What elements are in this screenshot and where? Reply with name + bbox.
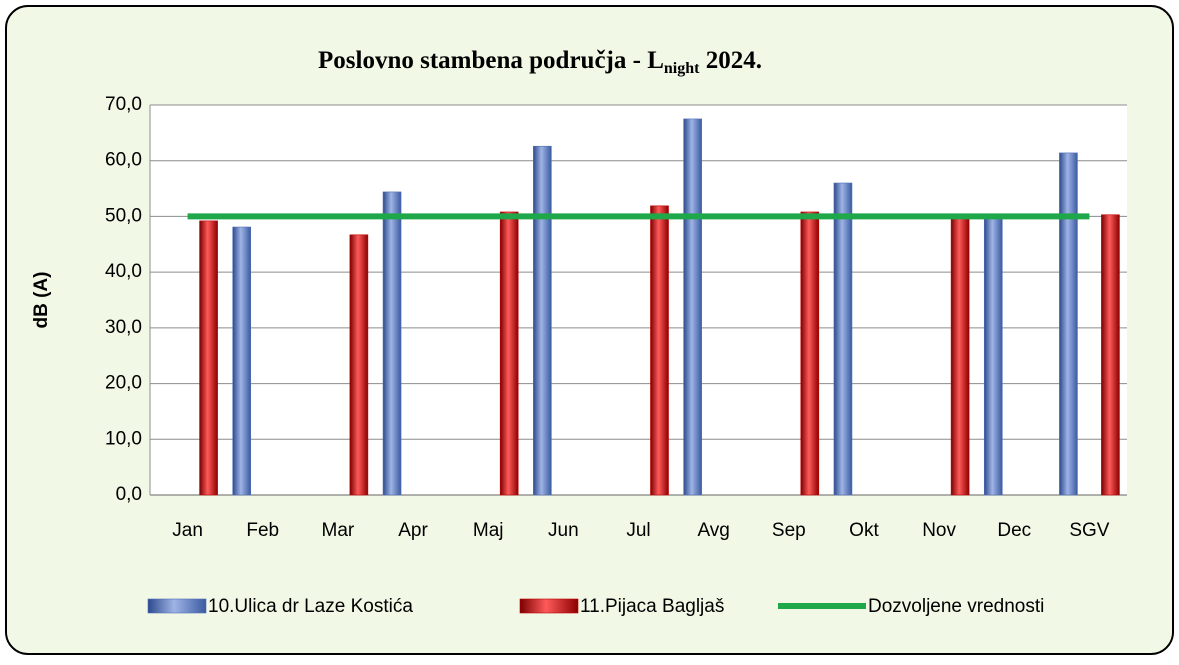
bar [983, 215, 1003, 496]
bar [1101, 214, 1120, 496]
x-tick-label: Jan [172, 520, 203, 541]
y-tick-label: 20,0 [105, 373, 142, 394]
y-tick-label: 30,0 [105, 317, 142, 338]
bar [499, 211, 519, 496]
x-tick-label: Feb [246, 520, 279, 541]
bar [382, 191, 402, 496]
y-axis-label: dB (A) [31, 272, 52, 329]
y-tick-label: 0,0 [116, 484, 142, 505]
x-tick-label: SGV [1069, 520, 1109, 541]
bar [650, 205, 669, 496]
x-tick-label: Nov [922, 520, 956, 541]
legend-swatch [519, 598, 579, 614]
x-tick-label: Jun [548, 520, 579, 541]
x-tick-label: Apr [398, 520, 428, 541]
legend-label: Dozvoljene vrednosti [868, 596, 1044, 617]
x-tick-label: Avg [697, 520, 729, 541]
x-tick-label: Sep [772, 520, 806, 541]
bar [199, 220, 218, 496]
x-tick-label: Mar [322, 520, 355, 541]
x-tick-label: Okt [849, 520, 879, 541]
y-tick-label: 10,0 [105, 428, 142, 449]
y-tick-label: 50,0 [105, 205, 142, 226]
title-text: Poslovno stambena područja - L [318, 47, 664, 74]
plot-area [150, 105, 1127, 495]
bar [1059, 152, 1078, 496]
bar [232, 226, 252, 496]
title-subscript: night [664, 60, 700, 77]
bar [533, 145, 552, 496]
legend-label: 11.Pijaca Bagljaš [580, 596, 724, 617]
legend-swatch [147, 598, 207, 614]
bar [683, 118, 702, 496]
legend-label: 10.Ulica dr Laze Kostića [208, 596, 413, 617]
title-text: 2024. [699, 47, 762, 74]
x-tick-label: Maj [473, 520, 504, 541]
bar [833, 182, 853, 496]
y-tick-label: 70,0 [105, 94, 142, 115]
chart-title: Poslovno stambena područja - Lnight 2024… [318, 47, 762, 77]
y-tick-label: 60,0 [105, 150, 142, 171]
bar [950, 217, 970, 496]
bar [800, 211, 820, 496]
x-tick-label: Dec [997, 520, 1031, 541]
x-tick-label: Jul [626, 520, 650, 541]
y-tick-label: 40,0 [105, 261, 142, 282]
bar [349, 234, 369, 496]
